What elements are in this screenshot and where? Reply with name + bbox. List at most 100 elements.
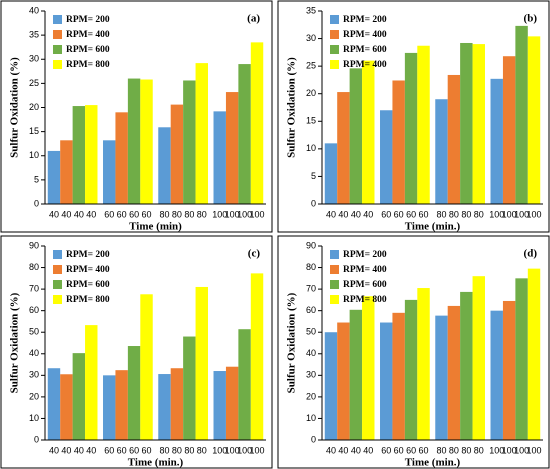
bar [72, 353, 86, 440]
y-tick-label: 35 [29, 30, 39, 40]
bar [158, 127, 171, 204]
y-tick-label: 20 [29, 102, 39, 112]
y-tick-label: 35 [306, 5, 316, 15]
legend-label: RPM= 800 [66, 60, 110, 70]
x-tick-label: 60 [419, 445, 429, 455]
x-tick-label: 60 [142, 445, 152, 455]
x-tick-label: 100 [225, 209, 240, 219]
x-tick-label: 80 [184, 445, 194, 455]
legend-swatch [330, 30, 339, 39]
y-tick-label: 5 [34, 174, 39, 184]
y-tick-label: 30 [29, 370, 39, 380]
y-tick-label: 0 [311, 434, 316, 444]
legend-label: RPM= 400 [66, 265, 110, 275]
legend-swatch [53, 295, 62, 304]
bar [115, 112, 128, 204]
bar [417, 45, 430, 204]
legend-swatch [330, 45, 339, 54]
bar [140, 79, 153, 204]
bar [72, 106, 86, 204]
y-tick-label: 0 [34, 198, 39, 208]
x-tick-label: 60 [117, 209, 127, 219]
legend-swatch [53, 265, 62, 274]
legend-label: RPM= 600 [66, 280, 110, 290]
legend-label: RPM= 800 [343, 295, 387, 305]
x-tick-label: 60 [142, 209, 152, 219]
x-tick-label: 40 [351, 445, 361, 455]
y-tick-label: 15 [306, 116, 316, 126]
bar [103, 140, 116, 204]
bar [447, 74, 461, 204]
bar [460, 42, 473, 205]
bar [60, 140, 73, 204]
x-axis-title: Time (min) [129, 221, 182, 233]
y-tick-label: 90 [29, 240, 39, 250]
bar [392, 312, 405, 440]
x-tick-label: 80 [436, 445, 446, 455]
y-tick-label: 70 [29, 283, 39, 293]
x-tick-label: 60 [394, 445, 404, 455]
x-tick-label: 80 [461, 209, 471, 219]
x-axis-title: Time (min.) [405, 457, 461, 469]
x-tick-label: 80 [172, 209, 182, 219]
x-tick-label: 40 [61, 209, 71, 219]
x-tick-label: 40 [61, 445, 71, 455]
x-axis-title: Time (min.) [128, 457, 184, 469]
y-tick-label: 25 [29, 78, 39, 88]
bar [195, 63, 208, 204]
x-tick-label: 40 [338, 209, 348, 219]
y-tick-label: 60 [29, 305, 39, 315]
x-tick-label: 80 [172, 445, 182, 455]
x-tick-label: 60 [419, 209, 429, 219]
legend-swatch [330, 15, 339, 24]
x-tick-label: 40 [326, 445, 336, 455]
bar [404, 299, 418, 440]
y-tick-label: 10 [29, 150, 39, 160]
x-tick-label: 100 [489, 209, 504, 219]
y-tick-label: 30 [306, 33, 316, 43]
panel-label: (a) [247, 13, 260, 25]
x-tick-label: 80 [159, 209, 169, 219]
legend-label: RPM= 600 [66, 45, 110, 55]
x-tick-label: 80 [159, 445, 169, 455]
y-tick-label: 40 [306, 348, 316, 358]
legend-label: RPM= 600 [343, 280, 387, 290]
y-tick-label: 40 [29, 348, 39, 358]
legend-label: RPM= 200 [66, 250, 110, 260]
x-tick-label: 100 [514, 445, 529, 455]
y-tick-label: 20 [306, 391, 316, 401]
bar [447, 305, 461, 440]
bar [380, 322, 393, 440]
bar [502, 56, 516, 204]
panel-label: (d) [524, 248, 538, 260]
bar [417, 288, 430, 440]
bar [435, 99, 448, 204]
bar [472, 276, 485, 440]
x-tick-label: 60 [406, 445, 416, 455]
bar [349, 68, 363, 204]
legend-swatch [53, 45, 62, 54]
bar [183, 80, 196, 204]
bar [127, 346, 141, 440]
legend-swatch [53, 280, 62, 289]
x-tick-label: 100 [237, 445, 252, 455]
bar [170, 368, 184, 440]
bar [140, 294, 153, 440]
x-tick-label: 60 [381, 445, 391, 455]
panel-frame [0, 0, 273, 233]
bar [103, 375, 116, 440]
x-tick-label: 60 [129, 445, 139, 455]
bar [85, 325, 98, 440]
x-tick-label: 100 [212, 209, 227, 219]
bar [502, 300, 516, 440]
y-tick-label: 90 [306, 240, 316, 250]
legend-label: RPM= 400 [343, 60, 387, 70]
y-tick-label: 0 [311, 198, 316, 208]
x-tick-label: 60 [406, 209, 416, 219]
bar [490, 78, 503, 204]
bar [127, 78, 141, 204]
x-tick-label: 60 [104, 445, 114, 455]
x-tick-label: 100 [250, 209, 265, 219]
y-tick-label: 50 [29, 327, 39, 337]
x-tick-label: 40 [74, 209, 84, 219]
